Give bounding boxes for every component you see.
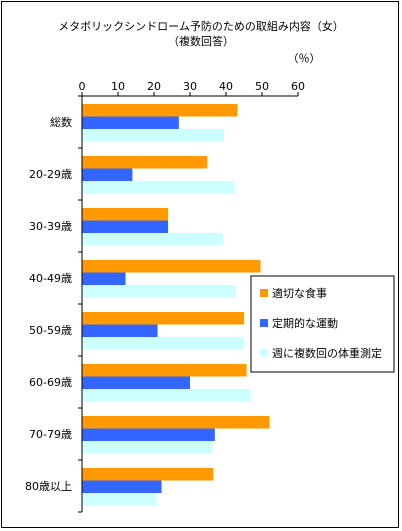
bar-2-4 <box>82 272 126 285</box>
x-tick-label: 30 <box>183 80 197 93</box>
bar-1-3 <box>82 208 169 221</box>
legend-label-1: 適切な食事 <box>272 286 327 300</box>
chart-title: メタボリックシンドローム予防のための取組み内容（女） <box>58 20 344 33</box>
bar-2-3 <box>82 220 169 233</box>
bar-3-2 <box>82 181 235 194</box>
bar-3-5 <box>82 337 244 350</box>
bar-1-5 <box>82 312 244 325</box>
bar-1-8 <box>82 468 214 481</box>
bar-2-2 <box>82 168 133 181</box>
category-label: 60-69歳 <box>29 376 72 389</box>
bar-2-6 <box>82 376 190 389</box>
bar-2-5 <box>82 324 158 337</box>
legend-label-3: 週に複数回の体重測定 <box>272 346 382 360</box>
bar-3-8 <box>82 493 157 506</box>
bar-1-7 <box>82 416 270 429</box>
legend-swatch-3 <box>260 349 268 357</box>
legend-box <box>250 275 395 373</box>
bar-2-8 <box>82 480 162 493</box>
bar-3-7 <box>82 441 212 454</box>
bar-1-4 <box>82 260 261 273</box>
category-label: 総数 <box>50 115 72 129</box>
category-label: 80歳以上 <box>25 480 72 493</box>
bar-3-1 <box>82 129 224 142</box>
bar-3-6 <box>82 389 251 402</box>
bar-3-4 <box>82 285 236 298</box>
category-label: 50-59歳 <box>29 324 72 337</box>
x-tick-label: 20 <box>147 80 161 93</box>
bar-1-2 <box>82 156 208 169</box>
unit-label: （％） <box>288 52 321 65</box>
x-tick-label: 0 <box>79 80 86 93</box>
legend-swatch-2 <box>260 319 268 327</box>
legend-swatch-1 <box>260 289 268 297</box>
category-label: 30-39歳 <box>29 220 72 233</box>
bar-3-3 <box>82 233 224 246</box>
category-label: 70-79歳 <box>29 428 72 441</box>
bar-2-1 <box>82 116 179 129</box>
bar-1-1 <box>82 104 238 117</box>
x-tick-label: 40 <box>219 80 233 93</box>
chart-subtitle: （複数回答） <box>168 35 234 48</box>
x-tick-label: 10 <box>111 80 125 93</box>
category-label: 40-49歳 <box>29 272 72 285</box>
category-label: 20-29歳 <box>29 168 72 181</box>
bar-2-7 <box>82 428 215 441</box>
x-tick-label: 50 <box>255 80 269 93</box>
x-tick-label: 60 <box>291 80 305 93</box>
legend-label-2: 定期的な運動 <box>272 316 338 330</box>
bar-1-6 <box>82 364 247 377</box>
